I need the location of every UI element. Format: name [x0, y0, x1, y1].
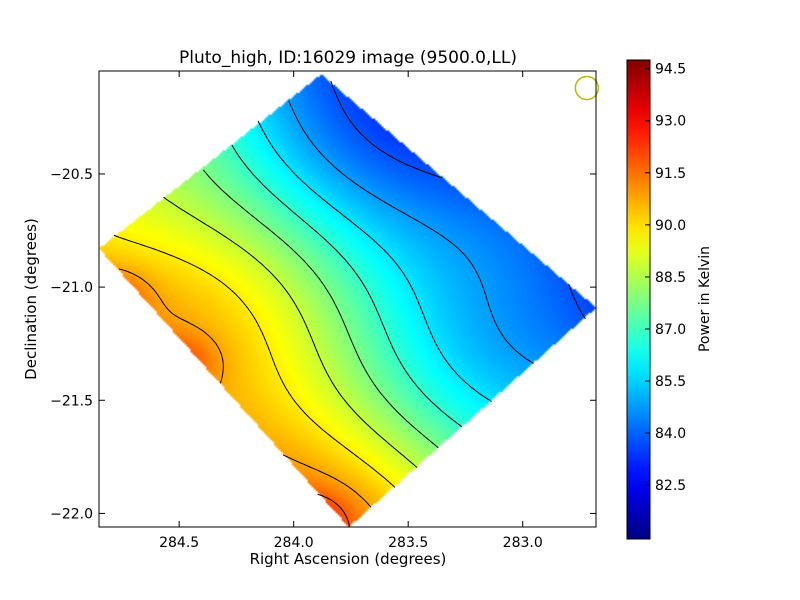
colorbar-tick-label: 82.5	[655, 478, 686, 494]
contour-line	[203, 169, 439, 449]
contour-line	[317, 493, 351, 527]
colorbar-tick-label: 93.0	[655, 114, 686, 130]
chart-title: Pluto_high, ID:16029 image (9500.0,LL)	[179, 48, 517, 68]
x-tick-label: 284.0	[274, 535, 314, 551]
contour-line	[231, 145, 463, 428]
beam-marker	[574, 75, 600, 101]
colorbar-label: Power in Kelvin	[697, 246, 713, 352]
x-axis: 284.5 284.0 283.5 283.0	[159, 71, 543, 551]
heatmap-raster	[99, 71, 596, 527]
plot-frame	[98, 70, 597, 528]
contour-line	[257, 120, 492, 402]
y-tick-label: −22.0	[50, 506, 93, 522]
contour-line	[113, 234, 396, 488]
y-tick-label: −20.5	[50, 167, 93, 183]
contour-line	[288, 100, 534, 364]
colorbar-frame	[626, 59, 651, 540]
x-axis-label: Right Ascension (degrees)	[250, 550, 447, 568]
heatmap-image	[99, 71, 596, 527]
colorbar-tick-label: 94.5	[655, 62, 686, 78]
y-tick-label: −21.5	[50, 393, 93, 409]
y-tick-label: −21.0	[50, 280, 93, 296]
x-tick-label: 283.0	[503, 535, 543, 551]
contour-line	[163, 196, 418, 468]
colorbar-tick-label: 91.5	[655, 166, 686, 182]
colorbar-tick-label: 88.5	[655, 270, 686, 286]
colorbar-tick-label: 90.0	[655, 218, 686, 234]
colorbar: 82.5 84.0 85.5 87.0 88.5 90.0 91.5 93.0 94.5 Pow…	[626, 59, 713, 540]
y-axis-label: Declination (degrees)	[22, 218, 40, 380]
contour-lines	[113, 80, 586, 527]
colorbar-tick-label: 85.5	[655, 374, 686, 390]
colorbar-fill	[627, 60, 650, 539]
contour-line	[118, 268, 372, 508]
x-tick-label: 284.5	[159, 535, 199, 551]
colorbar-ticks: 82.5 84.0 85.5 87.0 88.5 90.0 91.5 93.0 94.5	[645, 62, 686, 494]
x-tick-label: 283.5	[388, 535, 428, 551]
y-axis: −20.5 −21.0 −21.5 −22.0	[50, 167, 596, 522]
colorbar-tick-label: 87.0	[655, 322, 686, 338]
colorbar-tick-label: 84.0	[655, 426, 686, 442]
contour-line	[330, 80, 586, 320]
